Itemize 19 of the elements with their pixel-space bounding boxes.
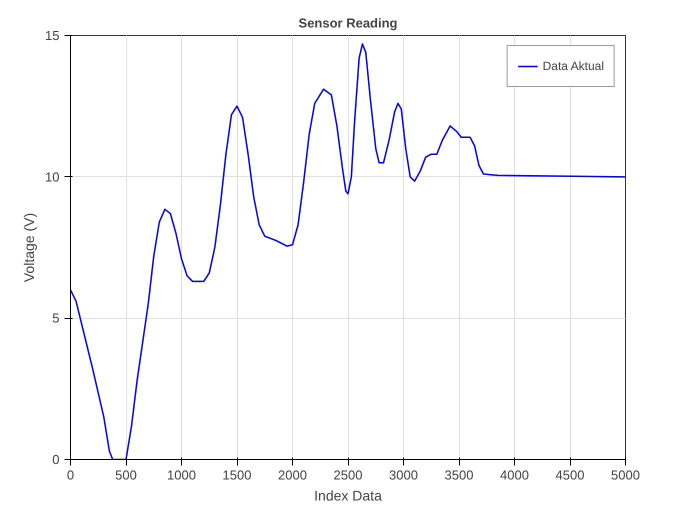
- y-tick-label: 15: [45, 28, 60, 43]
- x-tick-label: 0: [66, 468, 74, 482]
- y-tick-label: 5: [52, 310, 60, 326]
- x-tick-label: 3000: [389, 468, 418, 482]
- y-axis-title: Voltage (V): [21, 212, 38, 282]
- x-tick-label: 1500: [222, 468, 252, 482]
- x-tick-label: 3500: [444, 468, 474, 482]
- x-tick-label: 2000: [278, 468, 307, 482]
- x-tick-label: 5000: [611, 468, 640, 482]
- y-tick-label: 0: [52, 452, 60, 467]
- legend-label: Data Aktual: [542, 59, 604, 73]
- chart-title: Sensor Reading: [298, 16, 398, 30]
- x-axis-title: Index Data: [314, 488, 382, 504]
- x-tick-label: 500: [115, 468, 137, 482]
- x-tick-label: 2500: [334, 468, 362, 482]
- x-tick-label: 1000: [167, 468, 196, 482]
- y-tick-label: 10: [45, 169, 60, 184]
- x-tick-label: 4000: [500, 468, 529, 482]
- x-tick-label: 4500: [556, 468, 584, 482]
